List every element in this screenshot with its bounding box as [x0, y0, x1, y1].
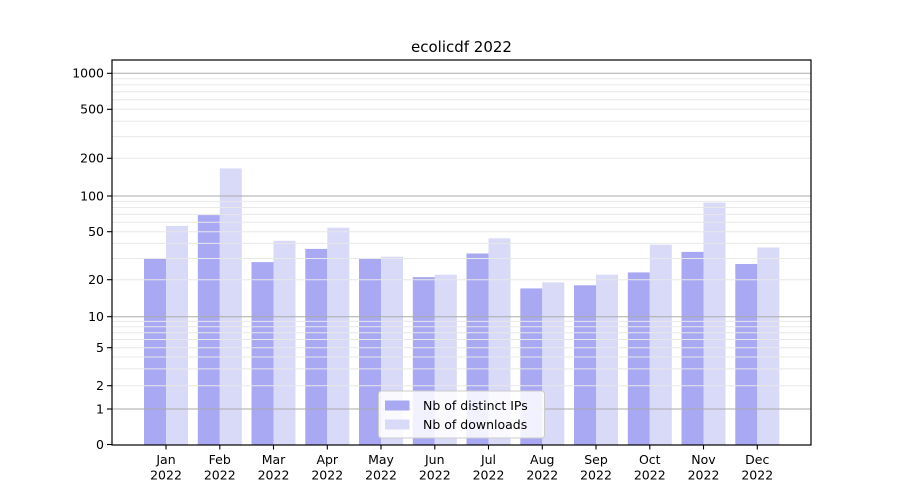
- y-tick-label-1000: 1000: [72, 66, 104, 81]
- y-tick-label-50: 50: [88, 224, 104, 239]
- x-tick-label-oct: Oct 2022: [634, 452, 666, 483]
- y-tick-label-20: 20: [88, 272, 104, 287]
- legend-label-ips: Nb of distinct IPs: [423, 398, 528, 413]
- x-tick-label-dec: Dec 2022: [741, 452, 773, 483]
- bar-downloads-feb: [219, 168, 242, 445]
- legend-swatch-downloads: [385, 419, 410, 430]
- bar-ips-sep: [574, 285, 596, 445]
- x-tick-label-jul: Jul 2022: [473, 452, 505, 483]
- x-tick-label-may: May 2022: [365, 452, 397, 483]
- x-tick-label-jan: Jan 2022: [150, 452, 182, 483]
- legend-box: [378, 390, 545, 439]
- bar-downloads-oct: [649, 244, 672, 445]
- y-tick-label-2: 2: [96, 378, 104, 393]
- y-tick-label-100: 100: [80, 188, 104, 203]
- legend-swatch-ips: [385, 400, 410, 411]
- x-tick-label-jun: Jun 2022: [419, 452, 451, 483]
- y-tick-label-200: 200: [80, 151, 104, 166]
- bar-downloads-sep: [596, 274, 618, 445]
- x-tick-label-sep: Sep 2022: [580, 452, 612, 483]
- bar-ips-oct: [627, 272, 650, 445]
- bar-ips-apr: [305, 248, 328, 445]
- y-tick-label-500: 500: [80, 102, 104, 117]
- bar-ips-mar: [251, 262, 274, 445]
- plot-border: [111, 59, 812, 446]
- x-tick-label-mar: Mar 2022: [258, 452, 290, 483]
- bar-downloads-nov: [703, 202, 726, 445]
- bar-ips-jan: [144, 258, 166, 445]
- y-tick-label-1: 1: [96, 401, 104, 416]
- bar-ips-may: [359, 258, 381, 445]
- bar-ips-feb: [197, 215, 220, 445]
- y-tick-label-0: 0: [96, 437, 104, 452]
- bar-downloads-mar: [273, 240, 296, 445]
- x-tick-label-apr: Apr 2022: [311, 452, 343, 483]
- y-tick-label-5: 5: [96, 340, 104, 355]
- chart-title: ecolicdf 2022: [411, 38, 512, 56]
- x-tick-label-nov: Nov 2022: [688, 452, 720, 483]
- legend: Nb of distinct IPs Nb of downloads: [378, 390, 545, 439]
- bar-downloads-jan: [166, 225, 188, 445]
- bar-downloads-apr: [327, 227, 350, 445]
- x-tick-label-aug: Aug 2022: [526, 452, 558, 483]
- legend-label-downloads: Nb of downloads: [423, 417, 527, 432]
- bar-downloads-dec: [757, 247, 780, 445]
- y-tick-label-10: 10: [88, 309, 104, 324]
- bar-downloads-aug: [542, 282, 565, 445]
- x-tick-label-feb: Feb 2022: [204, 452, 236, 483]
- bar-ips-dec: [735, 264, 758, 445]
